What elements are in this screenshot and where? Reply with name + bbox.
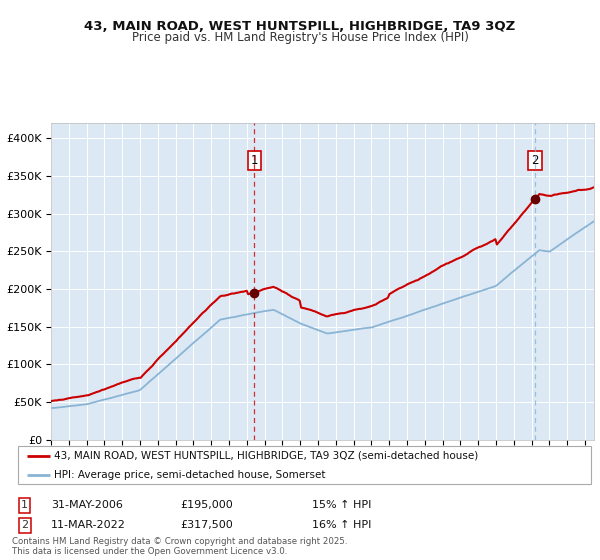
- Text: 2: 2: [532, 155, 539, 167]
- Text: 1: 1: [21, 500, 28, 510]
- Text: 2: 2: [21, 520, 28, 530]
- Text: HPI: Average price, semi-detached house, Somerset: HPI: Average price, semi-detached house,…: [53, 470, 325, 480]
- Text: This data is licensed under the Open Government Licence v3.0.: This data is licensed under the Open Gov…: [12, 548, 287, 557]
- Text: 43, MAIN ROAD, WEST HUNTSPILL, HIGHBRIDGE, TA9 3QZ: 43, MAIN ROAD, WEST HUNTSPILL, HIGHBRIDG…: [85, 20, 515, 32]
- Text: 15% ↑ HPI: 15% ↑ HPI: [312, 500, 371, 510]
- Text: £317,500: £317,500: [180, 520, 233, 530]
- Text: £195,000: £195,000: [180, 500, 233, 510]
- Text: 11-MAR-2022: 11-MAR-2022: [51, 520, 126, 530]
- Text: Price paid vs. HM Land Registry's House Price Index (HPI): Price paid vs. HM Land Registry's House …: [131, 31, 469, 44]
- Text: 31-MAY-2006: 31-MAY-2006: [51, 500, 123, 510]
- Text: Contains HM Land Registry data © Crown copyright and database right 2025.: Contains HM Land Registry data © Crown c…: [12, 538, 347, 547]
- Text: 16% ↑ HPI: 16% ↑ HPI: [312, 520, 371, 530]
- Text: 1: 1: [251, 155, 258, 167]
- Text: 43, MAIN ROAD, WEST HUNTSPILL, HIGHBRIDGE, TA9 3QZ (semi-detached house): 43, MAIN ROAD, WEST HUNTSPILL, HIGHBRIDG…: [53, 451, 478, 461]
- FancyBboxPatch shape: [18, 446, 591, 484]
